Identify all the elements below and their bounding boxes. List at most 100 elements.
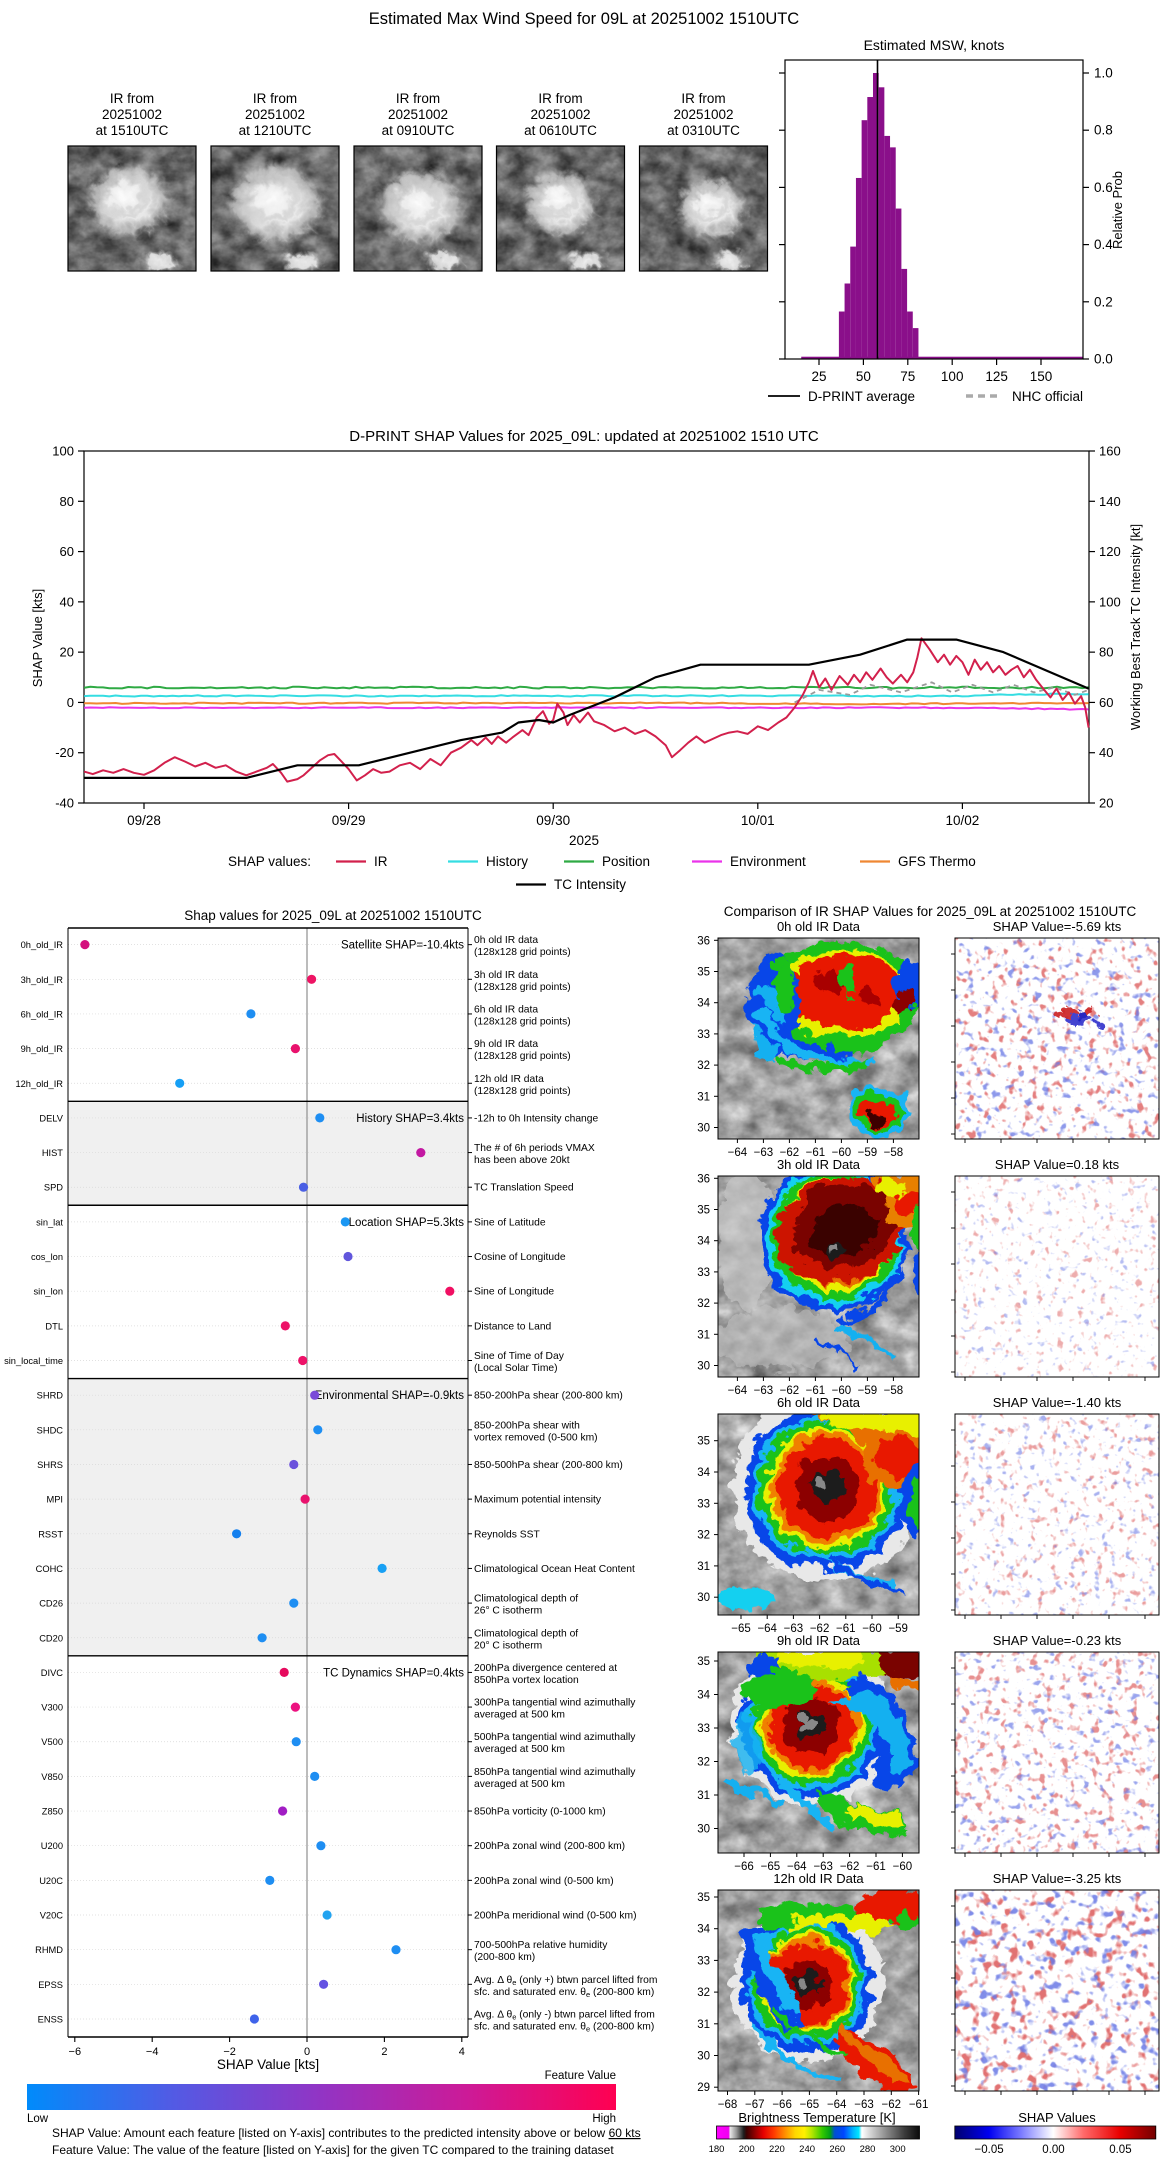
svg-text:30: 30 <box>697 1592 710 1604</box>
svg-text:IR from: IR from <box>253 91 297 106</box>
svg-text:12h old IR Data: 12h old IR Data <box>773 1871 864 1886</box>
svg-text:20251002: 20251002 <box>245 107 305 122</box>
svg-text:-12h to 0h Intensity change: -12h to 0h Intensity change <box>474 1113 598 1124</box>
svg-text:Shap values for 2025_09L at 20: Shap values for 2025_09L at 20251002 151… <box>184 908 482 923</box>
svg-text:MPI: MPI <box>46 1495 63 1505</box>
svg-text:−61: −61 <box>866 1861 886 1873</box>
svg-text:33: 33 <box>697 1029 710 1041</box>
svg-text:30: 30 <box>697 2051 710 2063</box>
svg-text:Location SHAP=5.3kts: Location SHAP=5.3kts <box>349 1217 465 1229</box>
svg-text:SHAP values:: SHAP values: <box>228 854 311 869</box>
svg-text:35: 35 <box>697 1205 710 1217</box>
svg-text:Comparison of IR SHAP Values f: Comparison of IR SHAP Values for 2025_09… <box>724 904 1137 919</box>
svg-text:Relative Prob: Relative Prob <box>1110 171 1125 249</box>
svg-text:0.8: 0.8 <box>1094 123 1113 138</box>
svg-text:averaged at 500 km: averaged at 500 km <box>474 1744 565 1755</box>
svg-text:Distance to Land: Distance to Land <box>474 1321 552 1332</box>
svg-text:ENSS: ENSS <box>38 2015 63 2025</box>
svg-text:40: 40 <box>60 594 74 609</box>
svg-text:GFS Thermo: GFS Thermo <box>898 854 976 869</box>
svg-text:IR from: IR from <box>681 91 725 106</box>
svg-text:−61: −61 <box>909 2099 929 2111</box>
svg-text:Working Best Track TC Intensit: Working Best Track TC Intensity [kt] <box>1128 524 1143 730</box>
svg-text:−59: −59 <box>858 1147 878 1159</box>
svg-text:4: 4 <box>459 2046 465 2058</box>
svg-text:3h old IR Data: 3h old IR Data <box>777 1157 861 1172</box>
svg-text:SPD: SPD <box>44 1183 63 1193</box>
svg-text:SHAP Values: SHAP Values <box>1018 2110 1096 2125</box>
svg-text:3h old IR data: 3h old IR data <box>474 970 538 981</box>
svg-text:Cosine of Longitude: Cosine of Longitude <box>474 1252 566 1263</box>
svg-text:33: 33 <box>697 1267 710 1279</box>
svg-text:2025: 2025 <box>569 833 599 848</box>
svg-text:220: 220 <box>769 2144 785 2155</box>
svg-text:IR: IR <box>374 854 388 869</box>
svg-text:850-500hPa shear (200-800 km): 850-500hPa shear (200-800 km) <box>474 1460 623 1471</box>
svg-text:SHAP Value [kts]: SHAP Value [kts] <box>217 2057 319 2072</box>
svg-text:U20C: U20C <box>39 1876 63 1886</box>
svg-text:RSST: RSST <box>38 1529 63 1539</box>
svg-text:−64: −64 <box>728 1385 748 1397</box>
svg-text:Low: Low <box>27 2113 49 2125</box>
svg-text:160: 160 <box>1099 444 1121 459</box>
svg-text:09/30: 09/30 <box>536 813 570 828</box>
svg-text:20251002: 20251002 <box>388 107 448 122</box>
svg-text:at 0310UTC: at 0310UTC <box>667 123 740 138</box>
svg-text:0.0: 0.0 <box>1094 352 1113 367</box>
svg-text:Maximum potential intensity: Maximum potential intensity <box>474 1495 602 1506</box>
svg-text:34: 34 <box>697 1690 710 1702</box>
svg-text:SHDC: SHDC <box>37 1425 64 1435</box>
svg-text:36: 36 <box>697 935 710 947</box>
svg-text:−61: −61 <box>806 1385 826 1397</box>
svg-text:−6: −6 <box>69 2046 82 2058</box>
svg-text:0.05: 0.05 <box>1109 2144 1131 2156</box>
svg-text:34: 34 <box>697 1467 710 1479</box>
svg-text:33: 33 <box>697 1955 710 1967</box>
svg-text:280: 280 <box>860 2144 876 2155</box>
svg-text:−64: −64 <box>728 1147 748 1159</box>
svg-text:−67: −67 <box>745 2099 765 2111</box>
svg-text:D-PRINT SHAP Values for 2025_0: D-PRINT SHAP Values for 2025_09L: update… <box>349 428 819 445</box>
svg-text:(Local Solar Time): (Local Solar Time) <box>474 1363 558 1374</box>
svg-text:−64: −64 <box>827 2099 847 2111</box>
svg-text:−64: −64 <box>787 1861 807 1873</box>
svg-text:20251002: 20251002 <box>102 107 162 122</box>
svg-text:HIST: HIST <box>42 1148 63 1158</box>
svg-text:SHAP Value=-3.25 kts: SHAP Value=-3.25 kts <box>993 1871 1122 1886</box>
svg-text:75: 75 <box>900 369 915 384</box>
svg-text:TC Intensity: TC Intensity <box>554 877 626 892</box>
svg-text:80: 80 <box>1099 645 1113 660</box>
svg-text:−62: −62 <box>780 1385 800 1397</box>
svg-text:-20: -20 <box>55 745 74 760</box>
svg-text:0h_old_IR: 0h_old_IR <box>21 940 64 950</box>
svg-text:850hPa tangential wind azimuth: 850hPa tangential wind azimuthally <box>474 1767 636 1778</box>
svg-text:Avg. Δ θe (only +) btwn parcel: Avg. Δ θe (only +) btwn parcel lifted fr… <box>474 1975 657 1987</box>
svg-text:140: 140 <box>1099 494 1121 509</box>
svg-text:32: 32 <box>697 1060 710 1072</box>
svg-text:80: 80 <box>60 494 74 509</box>
svg-text:sin_lon: sin_lon <box>34 1287 63 1297</box>
svg-text:(128x128 grid points): (128x128 grid points) <box>474 982 571 993</box>
svg-text:25: 25 <box>811 369 826 384</box>
svg-text:35: 35 <box>697 967 710 979</box>
svg-text:60: 60 <box>60 544 74 559</box>
svg-text:3h_old_IR: 3h_old_IR <box>21 975 64 985</box>
svg-text:850hPa vorticity (0-1000 km): 850hPa vorticity (0-1000 km) <box>474 1807 606 1818</box>
svg-text:700-500hPa relative humidity: 700-500hPa relative humidity <box>474 1940 608 1951</box>
svg-text:−63: −63 <box>854 2099 874 2111</box>
svg-text:10/01: 10/01 <box>741 813 775 828</box>
svg-text:30: 30 <box>697 1123 710 1135</box>
svg-text:Environment: Environment <box>730 854 806 869</box>
svg-text:−60: −60 <box>832 1385 852 1397</box>
svg-text:at 0910UTC: at 0910UTC <box>382 123 455 138</box>
svg-text:RHMD: RHMD <box>35 1945 63 1955</box>
svg-text:sfc. and saturated env. θe (20: sfc. and saturated env. θe (200-800 km) <box>474 2022 654 2034</box>
svg-text:500hPa tangential wind azimuth: 500hPa tangential wind azimuthally <box>474 1732 636 1743</box>
svg-text:35: 35 <box>697 1656 710 1668</box>
svg-text:100: 100 <box>52 444 74 459</box>
svg-text:9h old IR Data: 9h old IR Data <box>777 1633 861 1648</box>
svg-text:−65: −65 <box>800 2099 820 2111</box>
svg-text:30: 30 <box>697 1824 710 1836</box>
svg-text:−60: −60 <box>893 1861 913 1873</box>
svg-text:−0.05: −0.05 <box>975 2144 1004 2156</box>
